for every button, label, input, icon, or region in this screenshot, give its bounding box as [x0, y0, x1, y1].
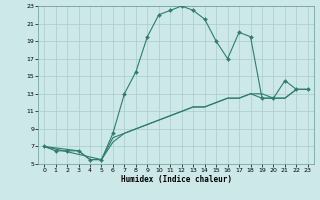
X-axis label: Humidex (Indice chaleur): Humidex (Indice chaleur) — [121, 175, 231, 184]
